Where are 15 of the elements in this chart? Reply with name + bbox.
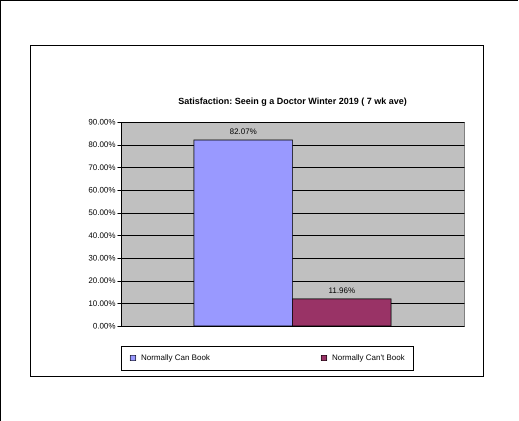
y-tick-label: 50.00%	[88, 208, 116, 218]
y-tick-label: 60.00%	[88, 186, 116, 194]
y-tick-label: 10.00%	[88, 298, 116, 308]
legend-label: Normally Can Book	[141, 353, 211, 362]
chart-title: Satisfaction: Seein g a Doctor Winter 2019 ( 7 wk ave)	[178, 96, 407, 106]
data-label: 82.07%	[230, 126, 257, 136]
y-tick-label: 30.00%	[88, 254, 116, 262]
y-tick-label: 90.00%	[88, 118, 116, 126]
legend-label: Normally Can't Book	[332, 353, 406, 362]
y-tick-label: 0.00%	[92, 322, 116, 330]
y-tick-label: 70.00%	[88, 162, 116, 172]
y-tick-label: 40.00%	[88, 230, 116, 240]
y-tick-label: 20.00%	[88, 276, 116, 286]
data-label: 11.96%	[328, 286, 356, 295]
y-tick-label: 80.00%	[88, 140, 116, 150]
